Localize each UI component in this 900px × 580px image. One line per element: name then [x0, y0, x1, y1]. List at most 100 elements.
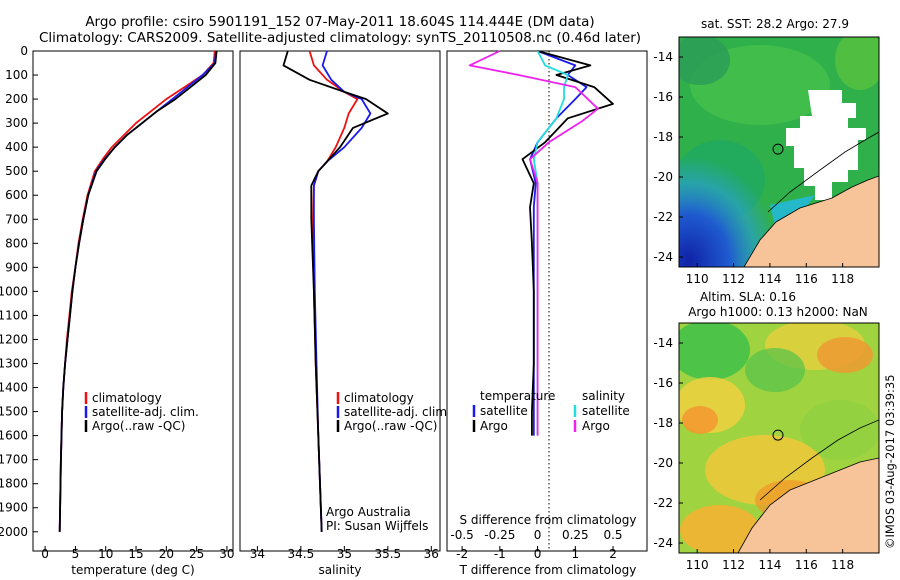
salinity-difference-tick-labels: -0.5 -0.25 0 0.25 0.5 [450, 528, 622, 542]
salinity-tick-label: 34 [250, 547, 265, 561]
map-y-tick-label: -22 [653, 210, 673, 224]
credit-pi: PI: Susan Wijffels [326, 519, 428, 533]
credit-argo-australia: Argo Australia [326, 505, 411, 519]
sla-map-field [679, 323, 879, 553]
sst-coastal-strip [770, 195, 815, 225]
map-y-tick-label: -14 [653, 336, 673, 350]
map-x-tick-label: 114 [758, 558, 781, 572]
legend-label-t-argo: Argo [480, 419, 508, 433]
temperature-difference-tick-label: -2 [456, 547, 468, 561]
figure-title-line1: Argo profile: csiro 5901191_152 07-May-2… [85, 14, 594, 30]
legend-label-t-satellite: satellite [480, 404, 528, 418]
salinity-tick-label: 34.5 [288, 547, 315, 561]
map-y-tick-label: -14 [653, 50, 673, 64]
temperature-difference-tick-labels: -2 -1 0 1 2 [456, 546, 617, 561]
salinity-tick-label: 35 [337, 547, 352, 561]
depth-tick-label: 1300 [0, 357, 28, 371]
depth-tick-label: 1600 [0, 429, 28, 443]
sst-land [744, 176, 879, 267]
series-line-s-argo [468, 50, 599, 436]
depth-tick-label: 200 [5, 92, 28, 106]
salinity-tick-label: 36 [424, 547, 439, 561]
difference-series [468, 50, 614, 436]
sst-map-title: sat. SST: 28.2 Argo: 27.9 [701, 17, 849, 31]
depth-tick-label: 1400 [0, 381, 28, 395]
map-x-tick-label: 110 [686, 558, 709, 572]
sst-cloud-mask [786, 90, 866, 200]
difference-panel: -2 -1 0 1 2 -0.5 -0.25 0 0.25 0.5 S difference f… [446, 50, 648, 577]
sla-map-title-line1: Altim. SLA: 0.16 [700, 290, 796, 304]
legend-label-satellite: satellite-adj. clim. [92, 405, 199, 419]
temperature-difference-tick-label: 0 [534, 547, 542, 561]
sst-map-field [679, 37, 879, 267]
temperature-panel: 0100200300400500600700800900100011001200… [0, 44, 235, 577]
depth-tick-label: 1900 [0, 501, 28, 515]
map-y-tick-label: -24 [653, 250, 673, 264]
salinity-difference-tick-label: -0.5 [450, 528, 473, 542]
temperature-tick-labels: 0 5 10 15 20 25 30 [41, 546, 235, 561]
map-x-tick-label: 114 [758, 272, 781, 286]
salinity-difference-label: S difference from climatology [460, 513, 637, 527]
temperature-xlabel: temperature (deg C) [71, 563, 194, 577]
map-y-tick-label: -20 [653, 456, 673, 470]
sla-isobath [759, 419, 879, 501]
map-y-tick-label: -20 [653, 170, 673, 184]
map-y-tick-label: -16 [653, 90, 673, 104]
depth-tick-label: 800 [5, 236, 28, 250]
legend-label-satellite: satellite-adj. clim. [344, 405, 451, 419]
legend-heading-salinity: salinity [582, 389, 625, 403]
depth-tick-label: 1000 [0, 284, 28, 298]
legend-label-argo: Argo(..raw -QC) [344, 419, 437, 433]
depth-tick-label: 1100 [0, 308, 28, 322]
sst-map-frame [678, 36, 880, 268]
map-y-tick-label: -18 [653, 416, 673, 430]
depth-tick-label: 400 [5, 140, 28, 154]
depth-tick-labels: 0 100 200 300 400 500 600 700 800 900 1000 1100 1200… [0, 44, 38, 539]
map-y-tick-label: -16 [653, 376, 673, 390]
series-line-argo-raw-qc- [282, 50, 389, 532]
salinity-xlabel: salinity [318, 563, 361, 577]
salinity-panel: 34 34.5 35 35.5 36 salinity climatology sate… [239, 50, 451, 577]
map-y-tick-label: -24 [653, 536, 673, 550]
map-y-tick-label: -18 [653, 130, 673, 144]
sla-map-tick-labels: 110 112 114 116 118 -14 -16 -18 -20 -22 -24 [653, 336, 854, 572]
series-line-argo-raw-qc- [58, 50, 218, 532]
temperature-difference-tick-label: -1 [494, 547, 506, 561]
map-x-tick-label: 118 [831, 558, 854, 572]
depth-tick-label: 600 [5, 188, 28, 202]
legend-label-argo: Argo(..raw -QC) [92, 419, 185, 433]
legend-label-climatology: climatology [92, 391, 162, 405]
depth-tick-label: 900 [5, 260, 28, 274]
temperature-series [58, 50, 218, 532]
temperature-legend: climatology satellite-adj. clim. Argo(..… [84, 391, 199, 433]
sla-map-panel: Altim. SLA: 0.16 Argo h1000: 0.13 h2000:… [653, 290, 880, 572]
sst-coastline [743, 175, 879, 267]
legend-label-s-argo: Argo [582, 419, 610, 433]
temperature-difference-tick-label: 1 [571, 547, 579, 561]
figure-title-line2: Climatology: CARS2009. Satellite-adjuste… [39, 30, 641, 46]
series-line-t-argo [521, 50, 614, 436]
depth-tick-label: 1200 [0, 332, 28, 346]
map-y-tick-label: -22 [653, 496, 673, 510]
difference-axes-box [446, 50, 648, 552]
depth-tick-label: 0 [20, 44, 28, 58]
salinity-difference-tick-label: 0.5 [603, 528, 622, 542]
temperature-axes-box [32, 50, 234, 552]
temperature-tick-label: 25 [189, 547, 204, 561]
depth-tick-label: 700 [5, 212, 28, 226]
legend-label-climatology: climatology [344, 391, 414, 405]
temperature-tick-label: 10 [98, 547, 113, 561]
depth-tick-label: 500 [5, 164, 28, 178]
temperature-tick-label: 15 [128, 547, 143, 561]
salinity-tick-labels: 34 34.5 35 35.5 36 [250, 546, 439, 561]
sst-map-panel: sat. SST: 28.2 Argo: 27.9 110 112 114 116 11… [653, 17, 880, 286]
salinity-tick-label: 35.5 [374, 547, 401, 561]
sla-map-title-line2: Argo h1000: 0.13 h2000: NaN [688, 305, 868, 319]
sla-coastline [737, 457, 879, 553]
difference-legend: temperature satellite Argo salinity sate… [472, 389, 630, 433]
legend-label-s-satellite: satellite [582, 404, 630, 418]
map-x-tick-label: 112 [722, 272, 745, 286]
sla-map-frame [678, 322, 880, 554]
map-x-tick-label: 118 [831, 272, 854, 286]
